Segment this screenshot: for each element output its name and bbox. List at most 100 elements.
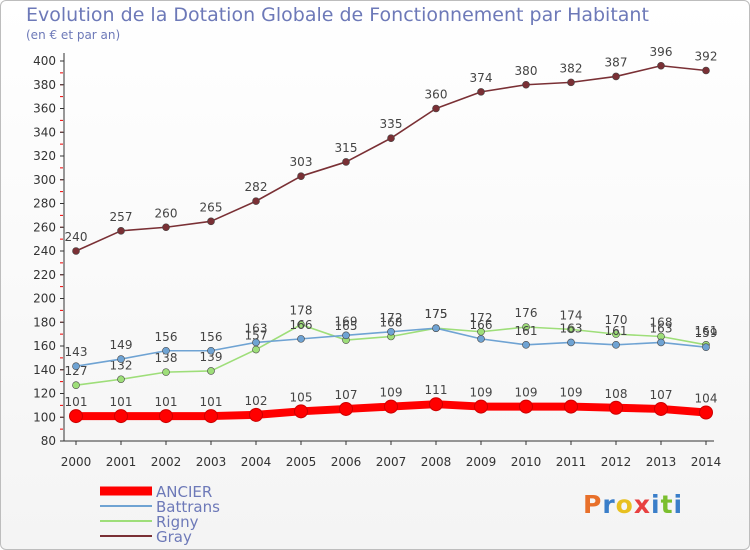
data-point bbox=[297, 335, 305, 343]
x-tick-label: 2002 bbox=[151, 455, 182, 469]
x-tick-label: 2007 bbox=[376, 455, 407, 469]
data-label: 101 bbox=[65, 395, 88, 409]
data-point bbox=[162, 368, 170, 376]
data-point bbox=[612, 330, 620, 338]
data-point bbox=[252, 338, 260, 347]
data-point bbox=[162, 346, 170, 355]
x-tick-label: 2000 bbox=[61, 455, 92, 469]
data-label: 161 bbox=[515, 324, 538, 338]
data-point bbox=[252, 345, 260, 354]
logo-letter: r bbox=[602, 490, 616, 519]
x-tick-label: 2012 bbox=[601, 455, 632, 469]
chart-title: Evolution de la Dotation Globale de Fonc… bbox=[26, 4, 649, 26]
y-tick-label: 140 bbox=[33, 363, 56, 377]
data-label: 161 bbox=[695, 324, 718, 338]
y-tick-label: 180 bbox=[33, 315, 56, 329]
y-tick-label: 200 bbox=[33, 292, 56, 306]
data-point bbox=[207, 346, 215, 355]
data-label: 157 bbox=[245, 329, 268, 343]
series-ancier: 101 101 101 101 102 105 107 109 111 109 109 109 108 1… bbox=[65, 383, 717, 424]
data-label: 163 bbox=[560, 321, 583, 335]
data-point bbox=[204, 409, 218, 424]
x-tick-label: 2011 bbox=[556, 455, 587, 469]
x-tick-label: 2005 bbox=[286, 455, 317, 469]
y-tick-label: 300 bbox=[33, 173, 56, 187]
data-point bbox=[657, 338, 665, 347]
legend-label-gray: Gray bbox=[156, 528, 192, 546]
data-point bbox=[339, 401, 353, 416]
data-label: 163 bbox=[650, 321, 673, 335]
y-tick-label: 360 bbox=[33, 102, 56, 116]
data-label: 109 bbox=[560, 386, 583, 400]
data-label: 111 bbox=[425, 383, 448, 397]
logo-letter: t bbox=[660, 490, 674, 519]
data-point bbox=[657, 61, 665, 70]
data-label: 335 bbox=[380, 117, 403, 131]
data-label: 172 bbox=[380, 311, 403, 325]
data-label: 176 bbox=[515, 306, 538, 320]
data-point bbox=[342, 331, 350, 340]
data-point bbox=[477, 335, 485, 343]
y-tick-label: 240 bbox=[33, 244, 56, 258]
data-point bbox=[117, 355, 125, 363]
data-point bbox=[159, 409, 173, 424]
legend-label-battrans: Battrans bbox=[156, 498, 220, 516]
data-point bbox=[387, 134, 395, 142]
data-point bbox=[654, 401, 668, 416]
proxiti-logo: Proxiti bbox=[583, 490, 683, 519]
x-tick-label: 2001 bbox=[106, 455, 137, 469]
data-label: 138 bbox=[155, 351, 178, 365]
data-point bbox=[522, 341, 530, 349]
data-label: 143 bbox=[65, 345, 88, 359]
x-tick-label: 2014 bbox=[691, 455, 722, 469]
x-tick-label: 2006 bbox=[331, 455, 362, 469]
data-point bbox=[522, 80, 530, 89]
data-label: 132 bbox=[110, 358, 133, 372]
legend-label-ancier: ANCIER bbox=[156, 483, 212, 501]
data-label: 175 bbox=[425, 307, 448, 321]
data-point bbox=[519, 399, 533, 414]
x-tick-label: 2010 bbox=[511, 455, 542, 469]
data-point bbox=[612, 72, 620, 81]
y-tick-label: 380 bbox=[33, 78, 56, 92]
data-label: 387 bbox=[605, 55, 628, 69]
data-label: 105 bbox=[290, 390, 313, 404]
data-point bbox=[72, 362, 80, 370]
data-label: 178 bbox=[290, 304, 313, 318]
data-point bbox=[432, 324, 440, 332]
data-label: 360 bbox=[425, 88, 448, 102]
data-point bbox=[387, 327, 395, 336]
y-tick-label: 260 bbox=[33, 220, 56, 234]
data-point bbox=[342, 158, 350, 166]
data-point bbox=[114, 409, 128, 424]
data-label: 109 bbox=[380, 386, 403, 400]
data-point bbox=[117, 375, 125, 384]
y-tick-label: 160 bbox=[33, 339, 56, 353]
data-label: 163 bbox=[245, 321, 268, 335]
data-label: 165 bbox=[335, 319, 358, 333]
logo-letter: i bbox=[673, 490, 684, 519]
data-point bbox=[252, 197, 260, 205]
x-tick-label: 2008 bbox=[421, 455, 452, 469]
data-point bbox=[477, 88, 485, 96]
data-label: 168 bbox=[380, 316, 403, 330]
x-tick-label: 2003 bbox=[196, 455, 227, 469]
data-label: 149 bbox=[110, 338, 133, 352]
data-point bbox=[522, 323, 530, 331]
data-point bbox=[429, 397, 443, 412]
data-point bbox=[72, 247, 80, 255]
data-label: 101 bbox=[110, 395, 133, 409]
data-label: 282 bbox=[245, 180, 268, 194]
data-point bbox=[702, 66, 710, 75]
y-tick-label: 280 bbox=[33, 197, 56, 211]
data-label: 374 bbox=[470, 71, 493, 85]
data-label: 166 bbox=[290, 318, 313, 332]
data-label: 107 bbox=[650, 388, 673, 402]
data-label: 109 bbox=[515, 386, 538, 400]
data-point bbox=[699, 405, 713, 420]
data-label: 159 bbox=[695, 326, 718, 340]
x-tick-label: 2004 bbox=[241, 455, 272, 469]
data-point bbox=[384, 399, 398, 414]
